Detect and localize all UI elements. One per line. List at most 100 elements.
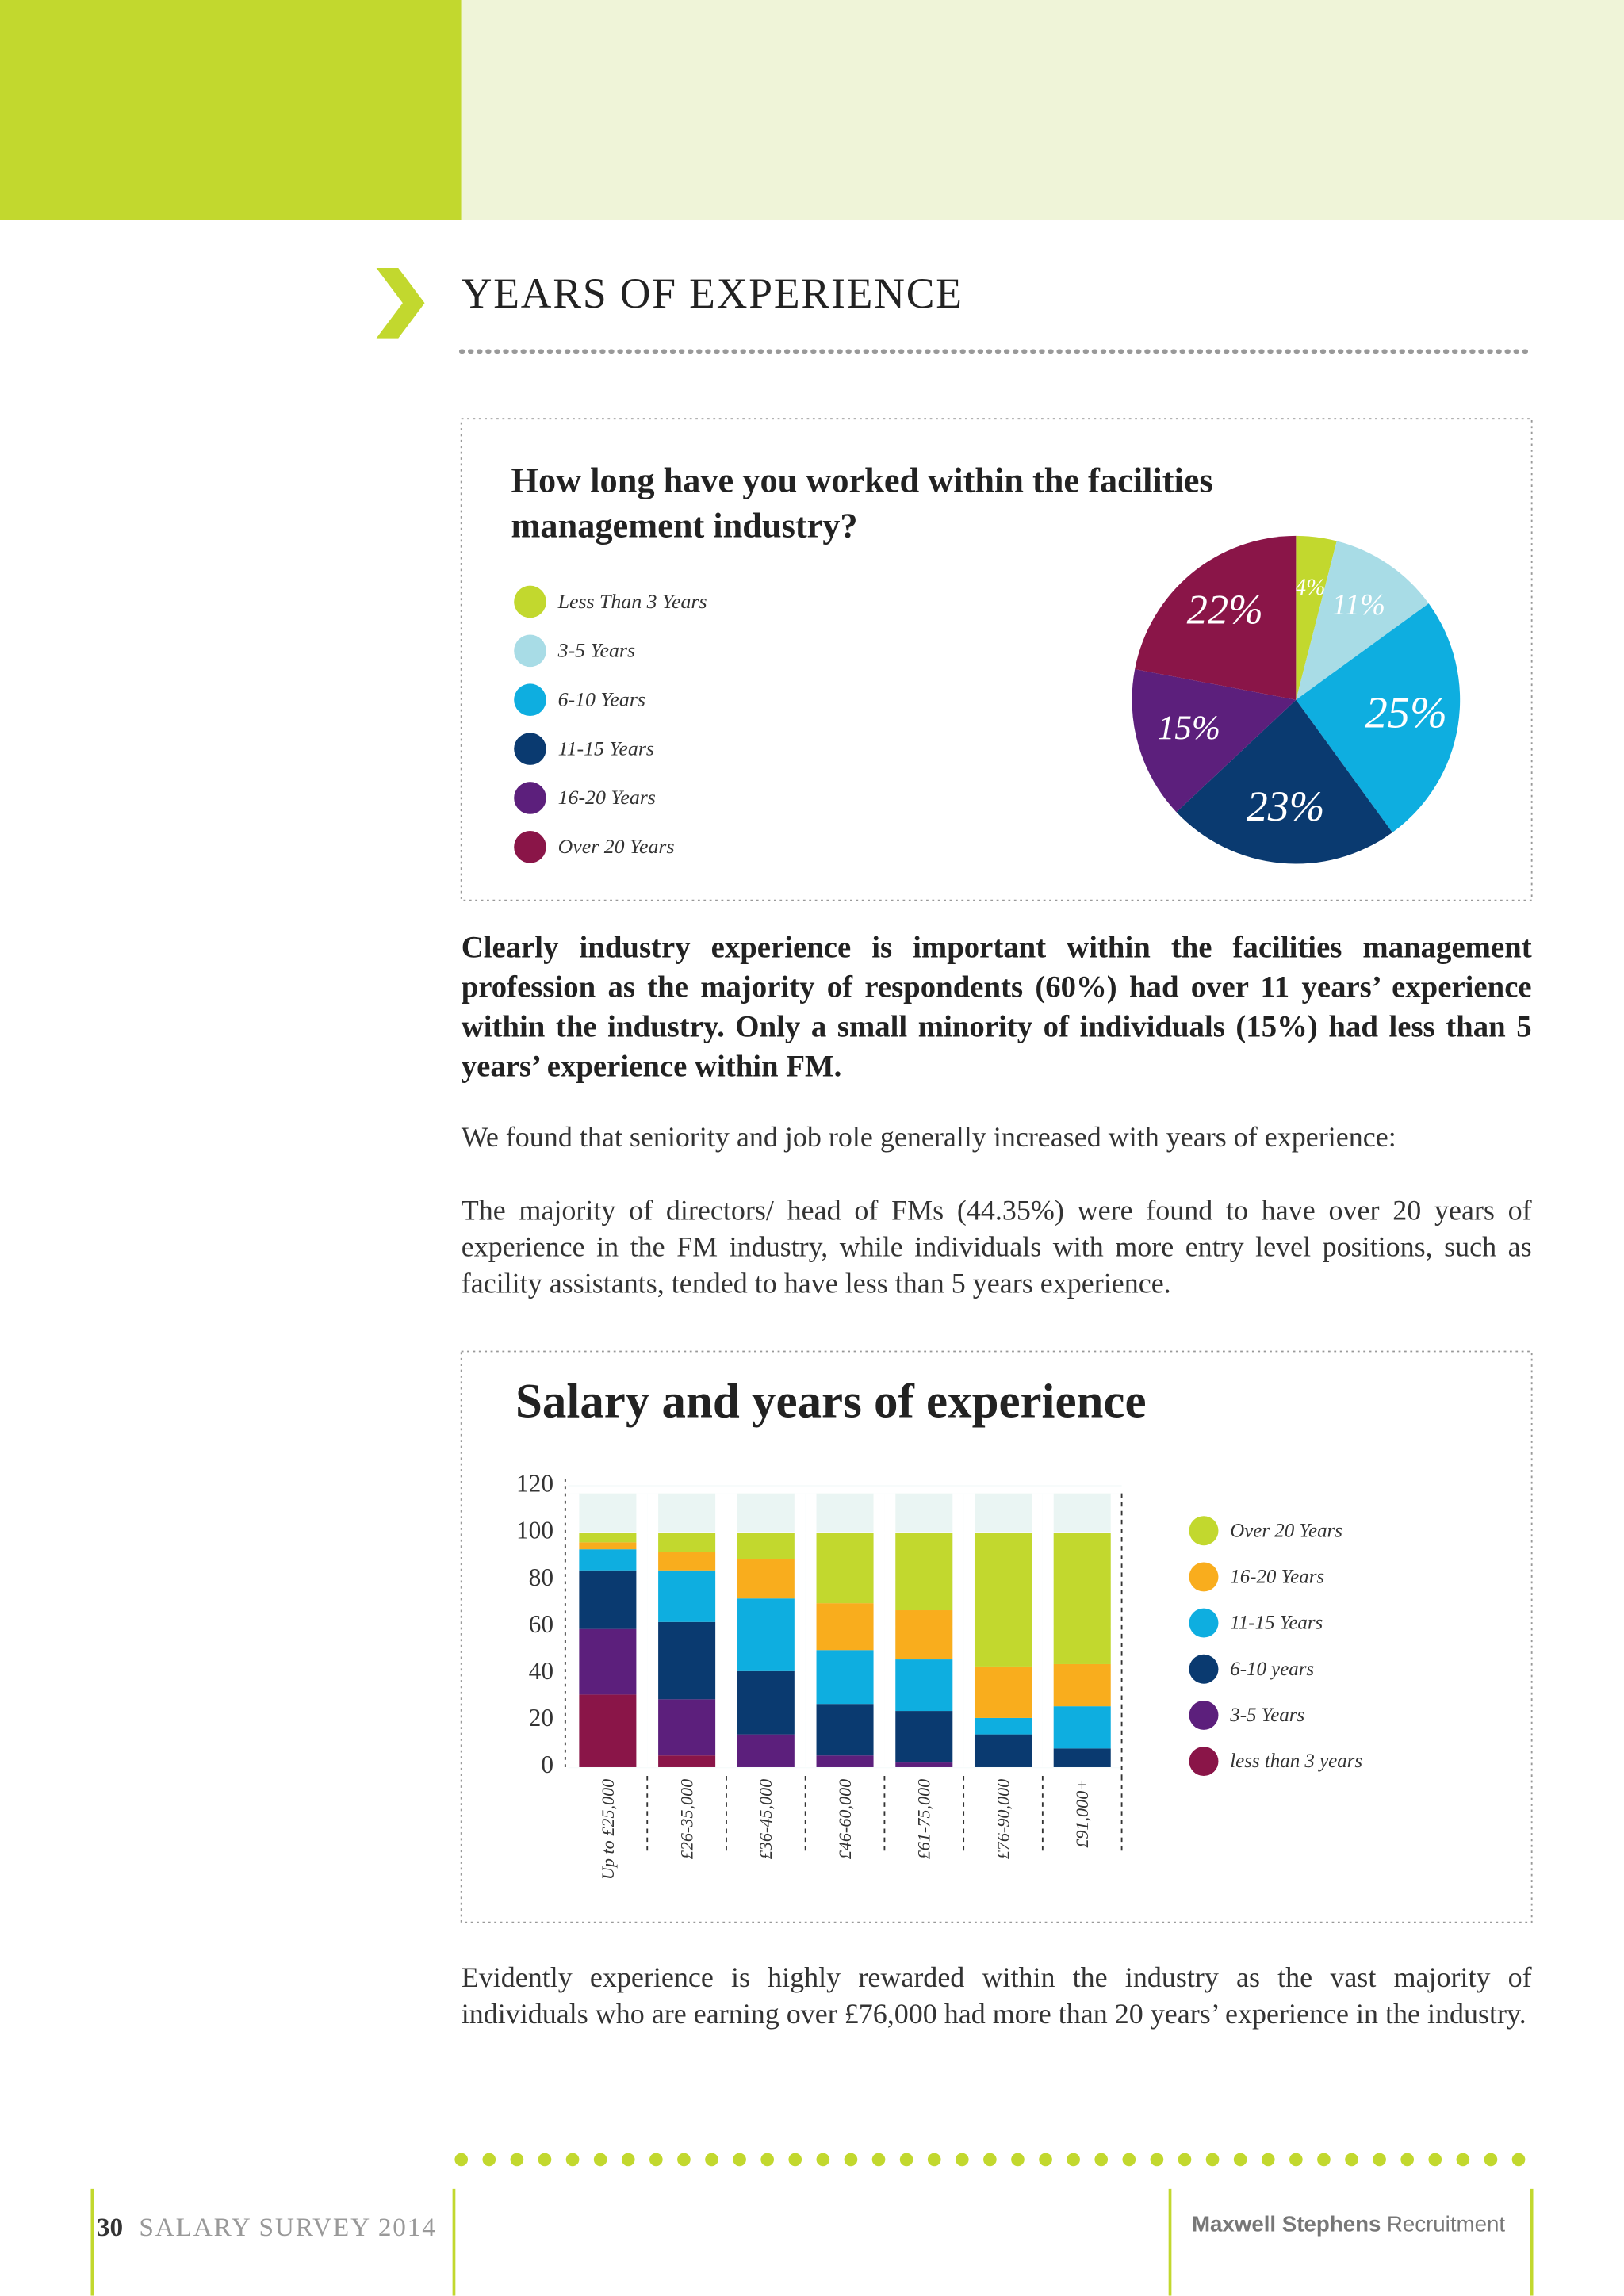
- bar-segment: [579, 1570, 637, 1629]
- legend-label: 16-20 Years: [1230, 1566, 1324, 1587]
- legend-swatch: [514, 733, 546, 765]
- footer-dot: [760, 2152, 774, 2167]
- bar-segment: [658, 1755, 716, 1767]
- footer-dot: [955, 2152, 969, 2167]
- bar-gap: [568, 1493, 580, 1767]
- footer-dot: [1400, 2152, 1414, 2167]
- legend-swatch: [1189, 1516, 1219, 1546]
- chart-title: How long have you worked within the faci…: [511, 462, 1213, 546]
- bar-gap: [1032, 1493, 1043, 1767]
- bar-segment: [737, 1533, 795, 1559]
- footer-dot: [677, 2152, 691, 2167]
- bar-segment: [816, 1755, 874, 1767]
- brand: Maxwell Stephens: [1192, 2211, 1381, 2236]
- x-tick-label: £36-45,000: [756, 1779, 776, 1860]
- legend-label: Over 20 Years: [1230, 1520, 1342, 1541]
- footer-dot: [1317, 2152, 1331, 2167]
- section-title: YEARS OF EXPERIENCE: [461, 270, 963, 318]
- footer-dot: [1039, 2152, 1052, 2167]
- legend-swatch: [514, 634, 546, 668]
- x-tick-label: Up to £25,000: [598, 1779, 618, 1880]
- y-tick-label: 60: [529, 1610, 553, 1638]
- legend-label: 16-20 Years: [558, 786, 656, 809]
- bar-segment: [579, 1533, 637, 1543]
- x-tick-label: £46-60,000: [835, 1779, 855, 1860]
- legend-label: Over 20 Years: [558, 835, 675, 858]
- bar-segment: [658, 1533, 716, 1552]
- bar-segment: [895, 1711, 953, 1763]
- value-label: 4%: [1295, 575, 1326, 600]
- y-tick-label: 20: [529, 1704, 553, 1732]
- bar-gap: [952, 1493, 964, 1767]
- pie-slice: [1176, 699, 1392, 864]
- bar-gap: [715, 1493, 726, 1767]
- pie-slice: [1296, 541, 1429, 700]
- legend-swatch: [1189, 1700, 1219, 1730]
- legend-swatch: [1189, 1747, 1219, 1777]
- legend-label: 11-15 Years: [1230, 1613, 1323, 1634]
- value-label: 22%: [1187, 587, 1263, 633]
- bar-segment: [816, 1704, 874, 1756]
- bar-segment: [974, 1666, 1032, 1718]
- bar-segment: [895, 1533, 953, 1611]
- footer-dot: [482, 2152, 496, 2167]
- bar-segment: [579, 1542, 637, 1550]
- footer-dot: [1233, 2152, 1247, 2167]
- legend-label: Less Than 3 Years: [557, 590, 707, 613]
- bar-segment: [895, 1762, 953, 1767]
- bar-gap: [884, 1493, 896, 1767]
- bar-segment: [737, 1670, 795, 1735]
- bar-segment: [737, 1734, 795, 1767]
- publication: SALARY SURVEY 2014: [139, 2213, 436, 2242]
- bar-segment: [737, 1559, 795, 1599]
- bar-segment: [974, 1533, 1032, 1667]
- chevron-icon: [376, 267, 425, 339]
- footer-dot: [1261, 2152, 1275, 2167]
- footer-dot: [538, 2152, 552, 2167]
- footer-dot: [899, 2152, 914, 2167]
- footer-dot: [733, 2152, 746, 2167]
- footer-dot: [871, 2152, 886, 2167]
- bar-segment: [895, 1610, 953, 1660]
- footer-dot: [1484, 2152, 1498, 2167]
- bar-gap: [1042, 1493, 1054, 1767]
- paragraph: Clearly industry experience is important…: [461, 929, 1532, 1084]
- bar-segment: [658, 1699, 716, 1756]
- bar-gap: [647, 1493, 659, 1767]
- y-tick-label: 80: [529, 1563, 553, 1591]
- footer-dot: [565, 2152, 580, 2167]
- footer-dot: [621, 2152, 635, 2167]
- legend-swatch: [514, 585, 546, 618]
- bar-gap: [1110, 1493, 1122, 1767]
- brand-suffix: Recruitment: [1387, 2211, 1506, 2236]
- legend-swatch: [514, 782, 546, 814]
- pie-slice: [1296, 603, 1461, 833]
- bar-gap: [794, 1493, 806, 1767]
- footer-dot: [1373, 2152, 1386, 2167]
- legend-label: 11-15 Years: [558, 737, 654, 760]
- legend-label: 6-10 Years: [558, 688, 645, 711]
- bar-segment: [816, 1603, 874, 1651]
- bar-segment: [974, 1734, 1032, 1767]
- legend-label: 3-5 Years: [557, 639, 635, 662]
- paragraph: We found that seniority and job role gen…: [461, 1123, 1396, 1154]
- footer-dot: [1205, 2152, 1220, 2167]
- header-block: [0, 0, 462, 220]
- x-tick-label: £76-90,000: [993, 1779, 1013, 1860]
- bar-segment: [737, 1598, 795, 1671]
- footer-dot: [1289, 2152, 1303, 2167]
- x-tick-label: £61-75,000: [914, 1779, 934, 1860]
- bar-gap: [805, 1493, 817, 1767]
- pie-slice: [1132, 668, 1297, 813]
- bar-segment: [1053, 1533, 1111, 1664]
- footer-dot: [1122, 2152, 1136, 2167]
- x-tick-label: £26-35,000: [676, 1779, 696, 1860]
- bar-segment: [658, 1621, 716, 1700]
- bar-segment: [1053, 1663, 1111, 1707]
- chart-title: Salary and years of experience: [515, 1376, 1147, 1429]
- y-tick-label: 40: [529, 1657, 553, 1685]
- footer-dot: [593, 2152, 607, 2167]
- footer-dot: [1428, 2152, 1442, 2167]
- footer-dot: [1094, 2152, 1109, 2167]
